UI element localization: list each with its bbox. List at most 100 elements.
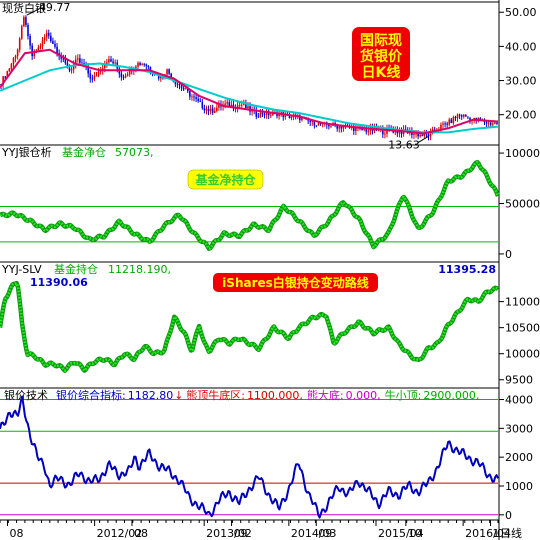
candle-body [203,108,206,111]
candle-body [207,108,210,112]
candle-body [135,66,137,69]
price-title-line-2: 货银价 [359,48,403,65]
candle-body [423,133,426,136]
candle-body [440,124,442,130]
candle-body [14,55,17,59]
candle-body [382,129,384,135]
candle-body [398,131,401,134]
candle-body [182,87,185,90]
candle-body [363,129,365,131]
candle-body [413,133,415,135]
candle-body [184,88,187,90]
tech-indicator-name: 银价技术 [4,388,48,402]
candle-body [355,127,357,132]
candle-body [29,36,31,46]
fund-net-badge-text: 基金净持仓 [194,172,256,187]
candle-body [224,103,226,105]
candle-body [174,80,177,84]
candle-body [394,130,397,133]
candle-body [189,91,191,97]
candle-body [309,120,312,122]
y-tick-label: 4000 [505,394,533,407]
candle-body [365,129,368,132]
candle-body [176,83,179,85]
candle-body [392,130,395,133]
candle-body [284,114,287,117]
candle-body [114,62,116,64]
x-tick-label: 2015/04 [378,527,424,540]
candle-body [317,122,320,126]
slv-indicator-name: YYJ-SLV [1,263,42,276]
candle-body [27,24,29,37]
candle-body [342,126,345,129]
y-tick-label: 50.00 [505,6,537,19]
candle-body [479,117,482,120]
x-tick-label: 2013/02 [206,527,252,540]
candle-body [330,125,332,127]
candle-body [442,123,444,125]
candle-body [103,64,106,69]
candle-body [218,104,220,108]
x-tick-label: 2016/04 [465,527,511,540]
y-tick-label: 20.00 [505,109,537,122]
candle-body [8,68,11,72]
candle-body [228,102,231,107]
candle-body [328,124,330,127]
fund-net-series-line [0,160,500,250]
candle-body [137,62,139,67]
y-tick-label: 0 [505,248,512,261]
candle-body [128,68,131,75]
candle-body [340,126,343,129]
y-tick-label: 10000 [505,348,540,361]
candle-body [238,105,241,106]
fund-net-indicator-name: YYJ银仓析 [1,145,52,159]
candle-body [112,61,114,64]
candle-body [462,114,465,117]
candle-body [396,130,399,134]
candle-body [492,123,494,125]
candle-body [37,47,40,52]
fund-net-badge-box [187,169,264,190]
candle-body [77,58,79,60]
candle-body [338,126,341,129]
y-tick-label: 1000 [505,480,533,493]
candle-body [201,101,204,109]
candle-body [315,125,318,127]
price-title-badge: 国际现 货银价 日K线 [352,27,410,81]
candle-body [226,102,229,104]
candle-body [477,117,480,121]
y-tick-label: 10500 [505,322,540,335]
candle-body [180,85,183,88]
candle-body [352,126,355,132]
x-tick-label: 08 [134,527,148,540]
candle-body [195,97,197,99]
period-label: 日线 [500,526,522,540]
candle-body [263,114,266,116]
candle-body [269,114,272,116]
slv-badge: iShares白银持仓变动路线 [213,273,378,292]
candle-body [473,117,475,120]
candle-body [367,130,370,132]
candle-body [120,73,123,78]
candle-body [168,69,170,74]
candle-body [419,134,421,137]
y-tick-label: 100000 [505,147,540,160]
slv-series-label: 基金持仓 [54,262,98,276]
price-title-line-1: 国际现 [360,33,402,49]
candle-body [81,62,83,64]
max-annotation-pointer [26,8,40,16]
candle-body [191,96,193,98]
x-tick-label: 10 [408,527,422,540]
x-tick-label: 09 [318,527,332,540]
tech-legend-value: 1182.80 [128,389,174,402]
candle-body [456,114,459,118]
price-title-line-3: 日K线 [362,64,401,81]
candle-body [64,58,67,64]
candle-body [496,122,498,124]
candle-body [79,58,81,63]
candle-body [122,77,125,78]
slv-left-annotation: 11390.06 [30,276,88,289]
candle-body [54,43,56,47]
